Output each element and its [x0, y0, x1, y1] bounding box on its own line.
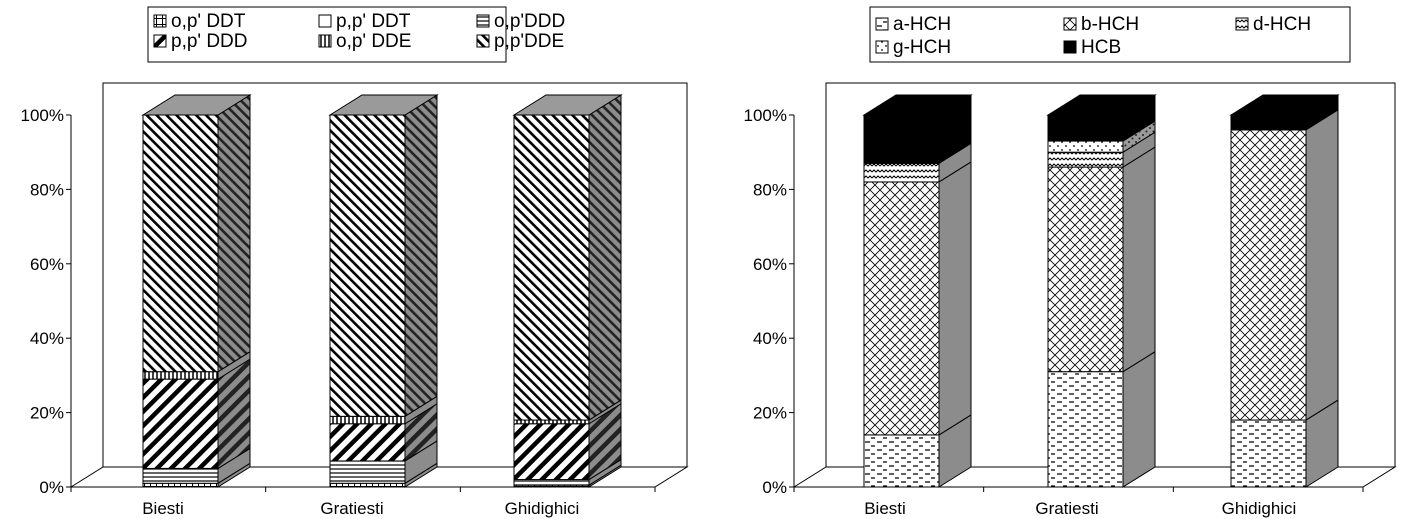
bar-segment-a-hch-ghidighici [1230, 399, 1339, 488]
svg-text:g-HCH: g-HCH [893, 37, 951, 58]
legend-item-p-p-ddd: p,p' DDD [153, 31, 247, 52]
legend-item-g-hch: g-HCH [875, 37, 951, 58]
bar-segment-p-p-dde-gratiesti [329, 94, 438, 418]
bar-top-gratiesti [1046, 94, 1157, 116]
bar-segment-p-p-dde-biesti [142, 94, 251, 373]
back-wall [102, 82, 688, 467]
bar-segment-p-p-ddd-biesti [142, 358, 251, 470]
legend: a-HCH b-HCH d-HCH g-HCH HCB [869, 6, 1351, 63]
svg-text:HCB: HCB [1081, 37, 1121, 58]
back-wall [825, 82, 1396, 467]
y-tick-label: 0% [39, 478, 64, 497]
legend-item-b-hch: b-HCH [1063, 14, 1139, 35]
bar-segment-b-hch-ghidighici [1230, 108, 1339, 421]
svg-text:o,p'DDD: o,p'DDD [494, 11, 565, 32]
bar-segment-o-p-ddt-biesti [142, 462, 251, 488]
y-tick-label: 60% [30, 255, 64, 274]
legend-item-o-p-ddt: o,p' DDT [153, 11, 246, 32]
bar-segment-b-hch-biesti [863, 161, 972, 436]
bar-segment-o-p-ddd-gratiesti [329, 440, 438, 485]
svg-text:o,p' DDE: o,p' DDE [336, 31, 411, 52]
bar-segment-g-hch-gratiesti [1047, 120, 1156, 154]
category-label-biesti: Biesti [142, 499, 184, 518]
svg-text:b-HCH: b-HCH [1081, 14, 1139, 35]
svg-text:p,p'DDE: p,p'DDE [494, 31, 564, 52]
bar-segment-hcb-biesti [863, 94, 972, 165]
legend-item-hcb: HCB [1063, 37, 1121, 58]
category-label-biesti: Biesti [864, 499, 906, 518]
legend: o,p' DDT p,p' DDT o,p'DDD p,p' DDD o,p' DDE p… [147, 6, 565, 63]
ddt-chart: 0% 20% 40% 60% 80% 100% Biesti Gratiesti Ghidigh… [21, 6, 689, 518]
hch-chart: 0% 20% 40% 60% 80% 100% Biesti Gratiesti Ghidigh… [744, 6, 1397, 518]
y-tick-label: 40% [753, 329, 787, 348]
bar-segment-a-hch-biesti [863, 414, 972, 488]
y-tick-label: 0% [762, 478, 787, 497]
y-tick-label: 80% [30, 180, 64, 199]
svg-text:p,p' DDD: p,p' DDD [171, 31, 247, 52]
y-tick-label: 20% [30, 404, 64, 423]
category-label-gratiesti: Gratiesti [1035, 499, 1098, 518]
legend-item-o-p-dde: o,p' DDE [318, 31, 411, 52]
y-tick-label: 20% [753, 404, 787, 423]
y-tick-label: 60% [753, 255, 787, 274]
bar-top-biesti [141, 94, 252, 116]
category-label-gratiesti: Gratiesti [320, 499, 383, 518]
bar-segment-p-p-dde-ghidighici [513, 94, 622, 421]
y-tick-label: 100% [21, 106, 64, 125]
category-label-ghidighici: Ghidighici [505, 499, 580, 518]
category-label-ghidighici: Ghidighici [1222, 499, 1297, 518]
legend-item-a-hch: a-HCH [875, 14, 951, 35]
svg-text:o,p' DDT: o,p' DDT [171, 11, 246, 32]
bar-segment-a-hch-gratiesti [1047, 350, 1156, 488]
bar-segment-b-hch-gratiesti [1047, 146, 1156, 373]
bar-top-ghidighici [512, 94, 623, 116]
legend-item-p-p-ddt: p,p' DDT [318, 11, 411, 32]
y-tick-label: 80% [753, 180, 787, 199]
svg-text:p,p' DDT: p,p' DDT [336, 11, 411, 32]
bar-top-gratiesti [328, 94, 439, 116]
bar-top-ghidighici [1229, 94, 1340, 116]
bar-segment-hcb-gratiesti [1047, 94, 1156, 142]
legend-item-o-p-ddd: o,p'DDD [476, 11, 565, 32]
svg-text:d-HCH: d-HCH [1253, 14, 1311, 35]
y-tick-label: 100% [744, 106, 787, 125]
bar-segment-p-p-ddd-ghidighici [513, 402, 622, 481]
bar-top-biesti [862, 94, 973, 116]
svg-text:a-HCH: a-HCH [893, 14, 951, 35]
y-tick-label: 40% [30, 329, 64, 348]
legend-item-p-p-dde: p,p'DDE [476, 31, 564, 52]
legend-item-d-hch: d-HCH [1235, 14, 1311, 35]
